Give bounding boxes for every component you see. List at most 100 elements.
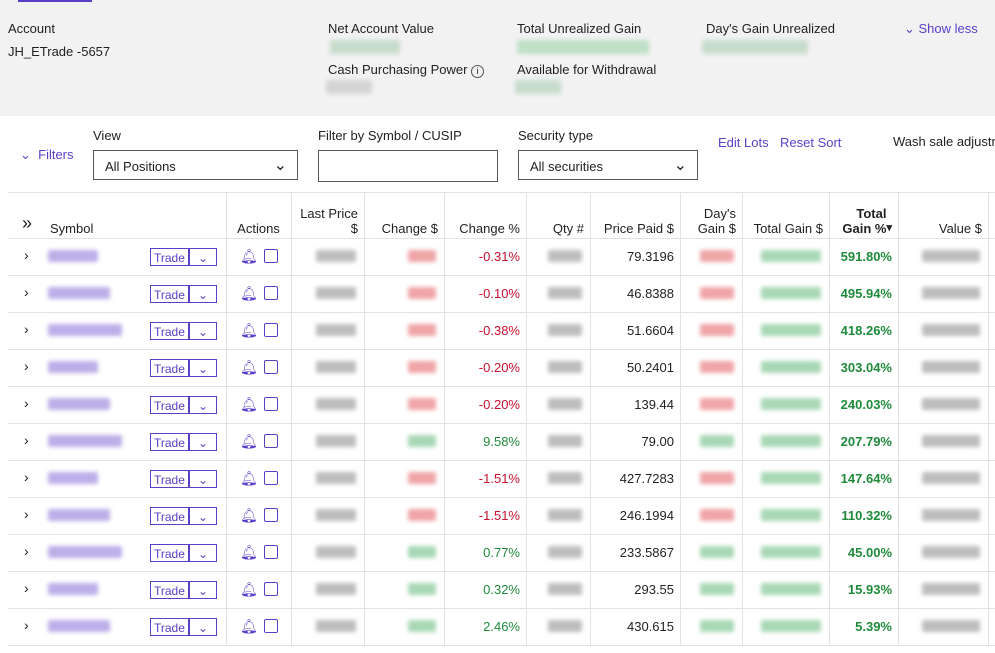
alert-icon[interactable]: 🔔︎ (240, 581, 258, 598)
column-header[interactable]: Value $ (898, 200, 988, 236)
header-text[interactable]: Change $ (382, 221, 438, 236)
trade-menu[interactable]: ⌄ (189, 322, 217, 340)
trade-button[interactable]: Trade (150, 285, 189, 303)
trade-button[interactable]: Trade (150, 396, 189, 414)
alert-icon[interactable]: 🔔︎ (240, 544, 258, 561)
blurred-value (408, 509, 436, 521)
expand-row[interactable]: › (24, 358, 29, 374)
view-dropdown[interactable]: All Positions⌄ (93, 150, 298, 180)
alert-icon[interactable]: 🔔︎ (240, 359, 258, 376)
add-watchlist-icon[interactable] (264, 619, 278, 633)
trade-menu[interactable]: ⌄ (189, 285, 217, 303)
trade-button[interactable]: Trade (150, 359, 189, 377)
trade-menu[interactable]: ⌄ (189, 433, 217, 451)
expand-row[interactable]: › (24, 506, 29, 522)
expand-row[interactable]: › (24, 543, 29, 559)
header-text[interactable]: Day's Gain $ (686, 206, 736, 236)
alert-icon[interactable]: 🔔︎ (240, 433, 258, 450)
column-header[interactable]: Total Gain % ▾ (829, 200, 898, 236)
header-text[interactable]: Price Paid $ (604, 221, 674, 236)
expand-row[interactable]: › (24, 432, 29, 448)
total-gain-percent: 495.94% (829, 275, 898, 312)
header-text[interactable]: Total Gain $ (754, 221, 823, 236)
view-value[interactable]: All Positions (105, 159, 176, 174)
add-watchlist-icon[interactable] (264, 286, 278, 300)
expand-row[interactable]: › (24, 469, 29, 485)
header-text[interactable]: Total Gain % (835, 206, 886, 236)
expand-row[interactable]: › (24, 580, 29, 596)
add-watchlist-icon[interactable] (264, 471, 278, 485)
add-watchlist-icon[interactable] (264, 582, 278, 596)
column-header[interactable]: Actions (226, 200, 291, 236)
blurred-symbol (48, 509, 110, 521)
blurred-value (922, 287, 980, 299)
trade-button[interactable]: Trade (150, 507, 189, 525)
trade-button[interactable]: Trade (150, 544, 189, 562)
filters-text[interactable]: Filters (38, 147, 73, 162)
header-text[interactable]: Symbol (50, 221, 93, 236)
add-watchlist-icon[interactable] (264, 397, 278, 411)
trade-button[interactable]: Trade (150, 248, 189, 266)
column-header[interactable]: Change % (444, 200, 526, 236)
column-header[interactable]: Last Price $ (291, 200, 364, 236)
column-header[interactable]: Qty # (526, 200, 590, 236)
column-header[interactable]: Total Gain $ (742, 200, 829, 236)
reset-sort-link[interactable]: Reset Sort (780, 135, 841, 150)
expand-all[interactable]: » (22, 213, 32, 234)
header-text[interactable]: Actions (237, 221, 280, 236)
blurred-value (700, 398, 734, 410)
trade-button[interactable]: Trade (150, 618, 189, 636)
header-text[interactable]: Value $ (939, 221, 982, 236)
header-text[interactable]: Last Price $ (297, 206, 358, 236)
trade-menu[interactable]: ⌄ (189, 396, 217, 414)
alert-icon[interactable]: 🔔︎ (240, 322, 258, 339)
column-header[interactable]: Symbol (44, 200, 164, 236)
add-watchlist-icon[interactable] (264, 434, 278, 448)
alert-icon[interactable]: 🔔︎ (240, 507, 258, 524)
expand-row[interactable]: › (24, 284, 29, 300)
expand-row[interactable]: › (24, 247, 29, 263)
security-dropdown[interactable]: All securities⌄ (518, 150, 698, 180)
add-watchlist-icon[interactable] (264, 360, 278, 374)
symbol-input[interactable] (318, 150, 498, 182)
blurred-value (326, 80, 372, 94)
expand-row[interactable]: › (24, 321, 29, 337)
trade-button[interactable]: Trade (150, 322, 189, 340)
column-header[interactable]: Change $ (364, 200, 444, 236)
trade-menu[interactable]: ⌄ (189, 470, 217, 488)
show-less-text[interactable]: Show less (919, 21, 978, 36)
account-label: Account (8, 21, 55, 36)
header-text[interactable]: Qty # (553, 221, 584, 236)
alert-icon[interactable]: 🔔︎ (240, 470, 258, 487)
trade-menu[interactable]: ⌄ (189, 507, 217, 525)
edit-lots-link[interactable]: Edit Lots (718, 135, 769, 150)
blurred-value (922, 361, 980, 373)
show-less-link[interactable]: ⌄ Show less (904, 21, 978, 37)
add-watchlist-icon[interactable] (264, 508, 278, 522)
alert-icon[interactable]: 🔔︎ (240, 618, 258, 635)
filters-toggle[interactable]: ⌄ Filters (20, 147, 74, 163)
blurred-value (761, 583, 821, 595)
add-watchlist-icon[interactable] (264, 323, 278, 337)
blurred-value (761, 509, 821, 521)
add-watchlist-icon[interactable] (264, 545, 278, 559)
header-text[interactable]: Change % (459, 221, 520, 236)
column-header[interactable]: Price Paid $ (590, 200, 680, 236)
trade-menu[interactable]: ⌄ (189, 581, 217, 599)
trade-menu[interactable]: ⌄ (189, 359, 217, 377)
trade-button[interactable]: Trade (150, 433, 189, 451)
trade-button[interactable]: Trade (150, 470, 189, 488)
alert-icon[interactable]: 🔔︎ (240, 285, 258, 302)
column-header[interactable]: Day's Gain $ (680, 200, 742, 236)
add-watchlist-icon[interactable] (264, 249, 278, 263)
expand-row[interactable]: › (24, 395, 29, 411)
trade-button[interactable]: Trade (150, 581, 189, 599)
trade-menu[interactable]: ⌄ (189, 544, 217, 562)
blurred-value (922, 435, 980, 447)
alert-icon[interactable]: 🔔︎ (240, 396, 258, 413)
trade-menu[interactable]: ⌄ (189, 248, 217, 266)
security-value[interactable]: All securities (530, 159, 603, 174)
expand-row[interactable]: › (24, 617, 29, 633)
trade-menu[interactable]: ⌄ (189, 618, 217, 636)
alert-icon[interactable]: 🔔︎ (240, 248, 258, 265)
